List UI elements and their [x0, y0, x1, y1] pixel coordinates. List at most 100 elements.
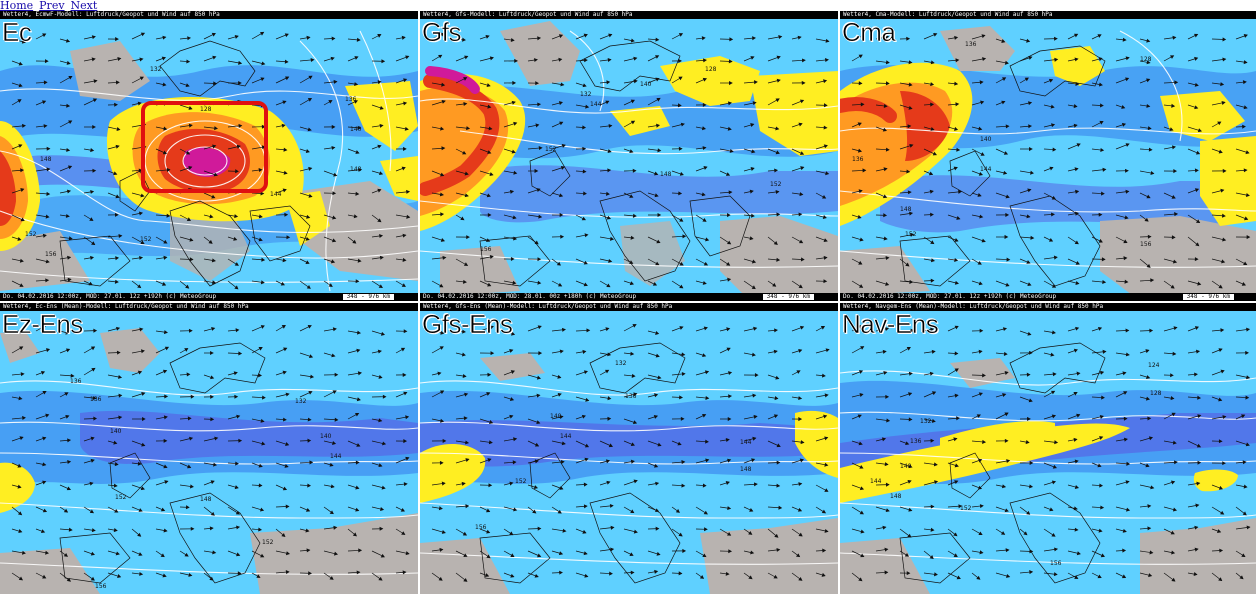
wind-arrow-head — [556, 261, 561, 266]
wind-arrow-head — [235, 461, 239, 466]
wind-arrow-head — [559, 415, 564, 420]
wind-arrow-head — [280, 281, 285, 286]
wind-arrow-head — [1004, 508, 1009, 513]
wind-arrow-head — [609, 236, 615, 241]
wind-arrow-head — [930, 327, 935, 332]
panel-header: Wetter4, Gfs-Ens (Mean)-Modell: Luftdruc… — [420, 303, 838, 311]
prev-link[interactable]: Prev — [39, 0, 65, 12]
wind-arrow-head — [677, 441, 682, 446]
wind-arrow-head — [860, 553, 865, 558]
wind-arrow-head — [799, 192, 804, 197]
wind-arrow-head — [1005, 548, 1010, 553]
wind-arrow-head — [377, 80, 382, 85]
wind-arrow-head — [403, 391, 408, 396]
wind-arrow-head — [729, 148, 734, 153]
wind-arrow-head — [701, 192, 706, 197]
wind-arrow-head — [1144, 217, 1149, 222]
wind-arrow-head — [1195, 503, 1200, 508]
wind-arrow-head — [382, 441, 387, 446]
wind-arrow-head — [212, 144, 217, 149]
wind-arrow-head — [461, 481, 466, 486]
wind-arrow-head — [306, 35, 311, 40]
wind-arrow-head — [378, 374, 383, 379]
wind-arrow-head — [678, 76, 683, 81]
wind-arrow-head — [1196, 443, 1202, 448]
wind-arrow-head — [1172, 35, 1177, 40]
panel-header: Wetter4, Navgem-Ens (Mean)-Modell: Luftd… — [840, 303, 1256, 311]
wind-arrow-head — [537, 553, 542, 558]
wind-arrow-head — [210, 351, 214, 355]
contour-label: 132 — [920, 418, 932, 425]
wind-arrow-head — [510, 370, 515, 374]
wind-arrow-head — [534, 573, 539, 578]
wind-arrow-head — [630, 235, 635, 240]
wind-arrow-head — [88, 281, 93, 286]
wind-arrow-head — [161, 282, 167, 286]
wind-arrow-head — [234, 35, 239, 39]
wind-arrow-head — [487, 104, 492, 109]
wind-arrow-head — [1171, 103, 1176, 108]
wind-arrow-head — [1147, 234, 1152, 239]
wind-arrow-head — [1217, 121, 1222, 126]
wind-arrow-head — [1073, 506, 1078, 511]
wind-arrow-head — [907, 124, 912, 129]
wind-arrow-head — [653, 393, 659, 398]
wind-arrow-head — [68, 236, 73, 241]
wind-arrow-head — [725, 172, 731, 176]
wind-arrow-head — [702, 218, 707, 222]
wind-arrow-head — [466, 235, 470, 240]
wind-arrow-head — [1074, 240, 1079, 245]
home-link[interactable]: Home — [0, 0, 34, 12]
wind-arrow-head — [775, 126, 780, 131]
wind-arrow-head — [751, 352, 756, 357]
wind-arrow-head — [140, 240, 145, 245]
wind-arrow-head — [1100, 370, 1105, 375]
wind-arrow-head — [306, 548, 311, 553]
wind-arrow-head — [1001, 100, 1006, 105]
contour-label: 152 — [770, 181, 782, 188]
wind-arrow-head — [379, 255, 384, 260]
wind-arrow-head — [726, 347, 731, 352]
wind-arrow-head — [774, 168, 779, 173]
wind-arrow-head — [795, 553, 801, 558]
wind-arrow-head — [1098, 528, 1103, 533]
wind-arrow-head — [680, 416, 685, 421]
wind-arrow-head — [260, 191, 265, 196]
wind-arrow-head — [1194, 56, 1199, 61]
wind-arrow-head — [582, 83, 587, 88]
wind-arrow-head — [210, 511, 215, 516]
wind-arrow-head — [1172, 351, 1177, 356]
wind-arrow-head — [1097, 326, 1103, 331]
wind-arrow-head — [306, 284, 311, 289]
wind-arrow-head — [657, 375, 662, 380]
wind-arrow-head — [1074, 167, 1079, 172]
wind-arrow-head — [260, 418, 265, 423]
wind-arrow-head — [1218, 577, 1223, 582]
wind-arrow-head — [1170, 55, 1175, 59]
wind-arrow-head — [821, 373, 826, 378]
wind-arrow-head — [1098, 82, 1103, 87]
wind-arrow-head — [283, 147, 288, 152]
wind-arrow-head — [825, 171, 830, 176]
wind-arrow-head — [260, 325, 265, 329]
wind-arrow-head — [632, 420, 638, 425]
wind-arrow-head — [631, 373, 636, 378]
wind-arrow-head — [1122, 37, 1127, 42]
wind-arrow-head — [260, 31, 265, 36]
wind-arrow-head — [798, 577, 803, 581]
wind-arrow-head — [286, 235, 291, 240]
wind-arrow-head — [885, 326, 890, 331]
wind-arrow-head — [328, 283, 333, 287]
wind-arrow-head — [701, 126, 707, 131]
wind-arrow-head — [1220, 82, 1225, 87]
wind-arrow-head — [441, 481, 446, 486]
wind-arrow-head — [907, 392, 913, 397]
wind-arrow-head — [442, 438, 447, 444]
wind-arrow-head — [308, 354, 314, 359]
wind-arrow-head — [329, 576, 334, 580]
wind-arrow-head — [464, 55, 469, 60]
wind-arrow-head — [163, 415, 168, 420]
wind-arrow-head — [487, 150, 492, 154]
next-link[interactable]: Next — [70, 0, 98, 12]
wind-arrow-head — [1049, 166, 1054, 171]
